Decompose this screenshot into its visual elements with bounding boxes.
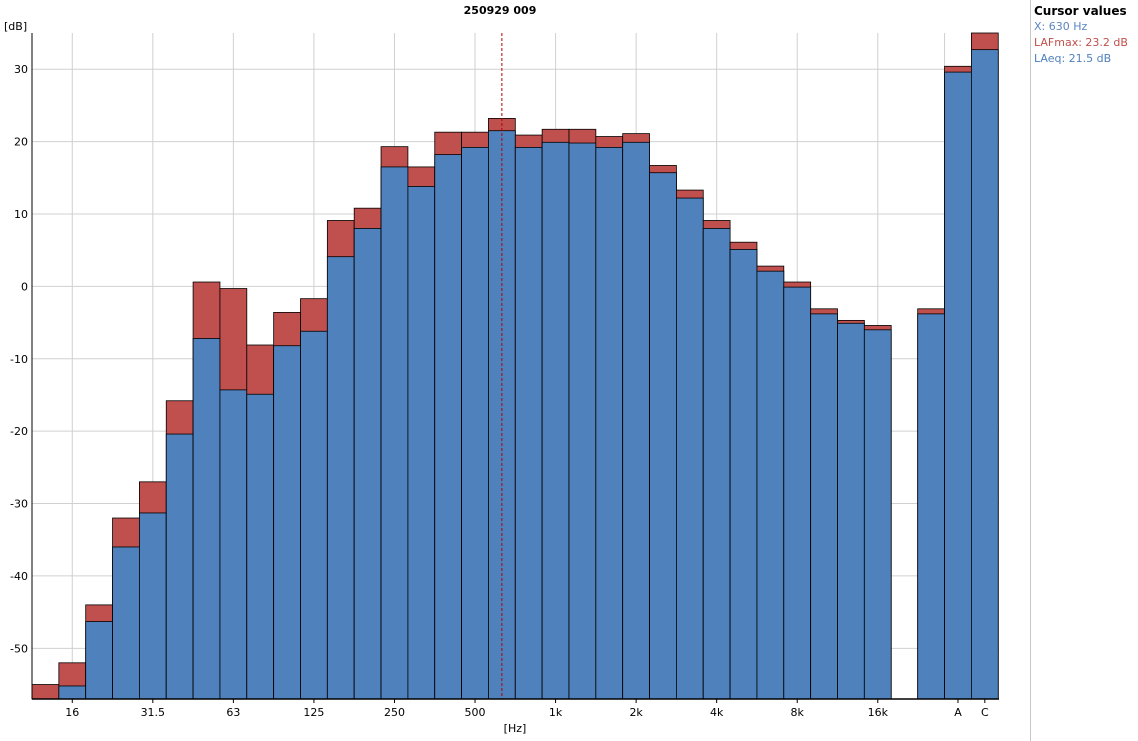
y-tick-label: 10 — [14, 208, 28, 221]
bar-laeq-125 — [300, 330, 328, 700]
cursor-lafmax-value: LAFmax: 23.2 dB — [1034, 36, 1128, 49]
y-tick-label: 30 — [14, 63, 28, 76]
bar-laeq-4k — [702, 228, 731, 700]
bar-laeq-10k — [810, 313, 838, 700]
bar-laeq-20 — [85, 621, 113, 700]
y-tick-label: 20 — [14, 136, 28, 149]
bar-laeq-16 — [58, 685, 87, 700]
bar-laeq-6.3k — [756, 270, 785, 700]
y-tick-label: -30 — [10, 498, 28, 511]
bar-laeq-80 — [246, 393, 275, 700]
bar-laeq-100 — [273, 345, 301, 700]
bar-laeq-1.25k — [568, 142, 597, 700]
y-tick-label: -10 — [10, 353, 28, 366]
bar-laeq-1k — [541, 141, 570, 700]
chart-title: 250929 009 — [464, 4, 537, 17]
bar-laeq-40 — [165, 433, 194, 700]
bar-laeq-12.5k — [837, 322, 865, 700]
bar-laeq-2.5k — [649, 172, 677, 700]
x-axis-label: [Hz] — [504, 722, 527, 735]
x-tick-label: A — [954, 706, 962, 719]
y-tick-label: -50 — [10, 642, 28, 655]
bar-laeq-800 — [514, 146, 543, 700]
bar-laeq-20k — [917, 313, 945, 700]
x-tick-label: 4k — [710, 706, 724, 719]
bar-laeq-25 — [112, 546, 140, 700]
bar-laeq-5k — [729, 249, 758, 700]
x-tick-label: 16k — [868, 706, 889, 719]
bar-laeq-8k — [783, 286, 812, 700]
bar-laeq-31.5 — [138, 512, 167, 700]
bar-laeq-3.15k — [676, 197, 704, 700]
x-tick-label: 500 — [465, 706, 486, 719]
cursor-laeq-value: LAeq: 21.5 dB — [1034, 52, 1112, 65]
bar-laeq-400 — [434, 154, 463, 700]
x-tick-label: C — [981, 706, 989, 719]
cursor-values-title: Cursor values — [1034, 4, 1127, 18]
x-tick-label: 1k — [549, 706, 563, 719]
bar-laeq-250 — [380, 166, 409, 700]
x-tick-label: 31.5 — [141, 706, 166, 719]
bar-laeq-50 — [192, 338, 221, 700]
axes: 30 20 10 0 -10 -20 -30 -40 -50 16 31.5 63 125 250 500 1… — [10, 33, 999, 719]
bar-laeq-1.6k — [595, 146, 624, 700]
bar-laeq-C — [971, 49, 999, 700]
x-tick-label: 16 — [65, 706, 79, 719]
y-axis-label: [dB] — [4, 20, 27, 33]
bar-laeq-A — [944, 71, 972, 700]
cursor-values-panel: Cursor values X: 630 Hz LAFmax: 23.2 dB … — [1034, 3, 1138, 67]
y-tick-label: -20 — [10, 425, 28, 438]
bar-lafmax-12.5 — [31, 684, 60, 700]
y-tick-label: 0 — [21, 280, 28, 293]
bar-laeq-160 — [326, 256, 355, 700]
bar-laeq-63 — [219, 389, 248, 700]
spectrum-chart[interactable]: 30 20 10 0 -10 -20 -30 -40 -50 16 31.5 63 125 250 500 1… — [0, 0, 1030, 741]
panel-divider — [1030, 0, 1031, 741]
x-tick-label: 250 — [384, 706, 405, 719]
x-tick-label: 63 — [226, 706, 240, 719]
bar-laeq-200 — [353, 228, 382, 700]
x-tick-label: 2k — [629, 706, 643, 719]
bar-laeq-315 — [407, 186, 436, 700]
x-tick-label: 125 — [303, 706, 324, 719]
bar-laeq-500 — [461, 146, 489, 700]
bar-laeq-16k — [863, 329, 892, 700]
x-tick-label: 8k — [791, 706, 805, 719]
cursor-x-value: X: 630 Hz — [1034, 20, 1088, 33]
bars — [31, 32, 999, 700]
spectrum-chart-svg[interactable]: 30 20 10 0 -10 -20 -30 -40 -50 16 31.5 63 125 250 500 1… — [0, 0, 1030, 741]
bar-laeq-2k — [622, 141, 650, 700]
y-tick-label: -40 — [10, 570, 28, 583]
